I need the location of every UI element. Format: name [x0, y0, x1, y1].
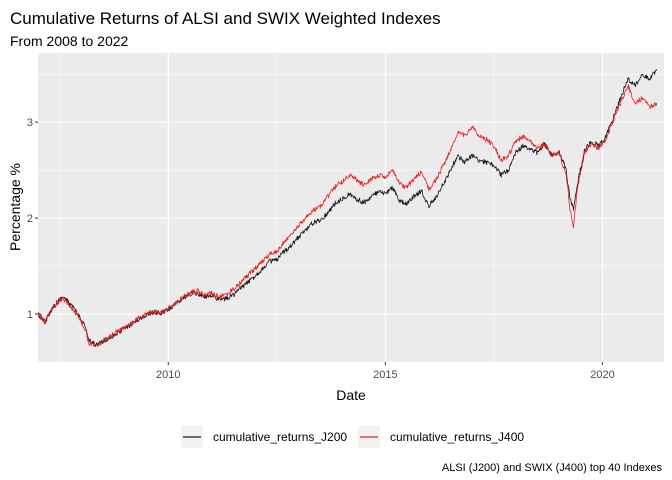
chart-subtitle: From 2008 to 2022 [10, 33, 129, 49]
chart-title: Cumulative Returns of ALSI and SWIX Weig… [10, 9, 441, 28]
legend-label-j200: cumulative_returns_J200 [213, 430, 347, 444]
plot-background [38, 53, 664, 362]
plot-panel [37, 53, 664, 362]
y-tick-label: 3 [27, 117, 33, 129]
x-tick-label: 2020 [590, 369, 614, 381]
legend-item: cumulative_returns_J200 [181, 426, 347, 448]
chart-caption: ALSI (J200) and SWIX (J400) top 40 Index… [442, 462, 663, 474]
x-axis-title: Date [336, 387, 366, 403]
y-axis: 1 2 3 [27, 117, 38, 321]
y-axis-title: Percentage % [7, 163, 23, 251]
series-line-j400 [37, 84, 658, 348]
y-tick-label: 1 [27, 309, 33, 321]
x-tick-label: 2010 [156, 369, 180, 381]
legend-item: cumulative_returns_J400 [358, 426, 524, 448]
series-lines [37, 69, 658, 348]
y-tick-label: 2 [27, 213, 33, 225]
x-tick-label: 2015 [373, 369, 397, 381]
legend: cumulative_returns_J200 cumulative_retur… [181, 426, 524, 448]
x-axis: 2010 2015 2020 [156, 362, 615, 381]
legend-label-j400: cumulative_returns_J400 [390, 430, 524, 444]
